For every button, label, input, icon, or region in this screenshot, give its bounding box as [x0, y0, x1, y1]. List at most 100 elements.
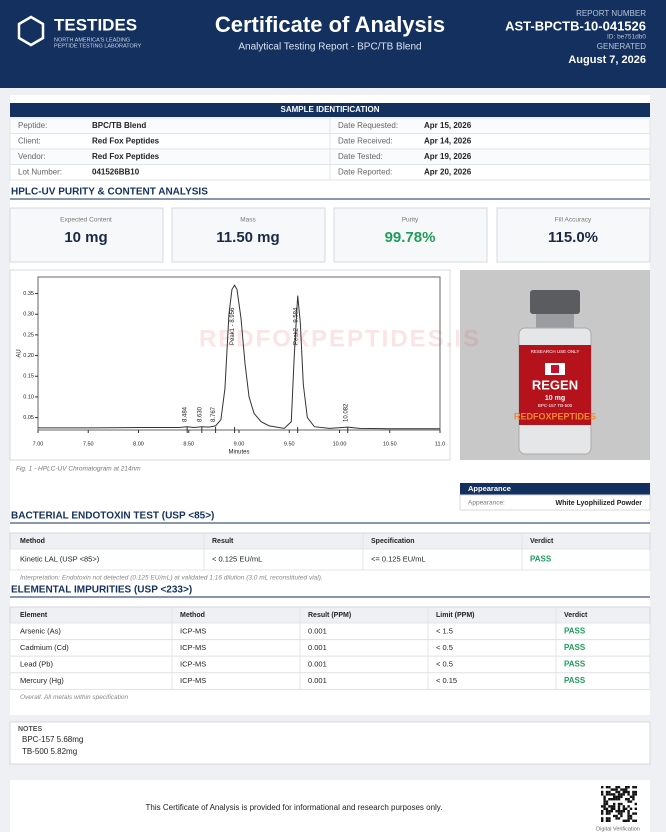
qr-cell	[622, 793, 625, 796]
field-label: Lot Number:	[18, 168, 62, 177]
cell: < 0.15	[436, 676, 457, 685]
qr-cell	[625, 788, 628, 791]
footer-box	[10, 780, 650, 832]
generated-date: August 7, 2026	[568, 54, 646, 66]
sample-band	[10, 103, 650, 117]
qr-cell	[608, 805, 611, 808]
metric-value: 10 mg	[64, 229, 107, 246]
qr-cell	[615, 786, 618, 789]
cell: Mercury (Hg)	[20, 676, 64, 685]
qr-cell	[625, 790, 628, 794]
qr-cell	[627, 805, 630, 808]
y-tick-label: 0.35	[23, 291, 34, 297]
x-tick-label: 11.0	[435, 441, 445, 447]
qr-cell	[613, 795, 616, 798]
qr-cell	[603, 798, 606, 801]
note-line: TB-500 5.82mg	[22, 747, 77, 756]
qr-cell	[625, 819, 628, 822]
qr-cell	[620, 793, 623, 796]
qr-cell	[608, 798, 611, 801]
qr-cell	[617, 790, 621, 794]
notes-box	[9, 721, 651, 765]
report-number: AST-BPCTB-10-041526	[505, 18, 646, 33]
qr-cell	[613, 805, 616, 808]
y-tick-label: 0.25	[23, 332, 34, 338]
qr-cell	[622, 819, 625, 822]
qr-cell	[625, 807, 628, 810]
verdict: PASS	[564, 643, 586, 652]
qr-cell	[620, 814, 623, 818]
qr-cell	[622, 790, 625, 794]
figure-caption: Fig. 1 - HPLC-UV Chromatogram at 214nm	[16, 466, 141, 473]
qr-cell	[601, 805, 604, 808]
qr-cell	[605, 817, 609, 820]
cell: < 0.125 EU/mL	[212, 554, 262, 563]
cell: Arsenic (As)	[20, 626, 61, 635]
qr-cell	[617, 802, 621, 806]
qr-cell	[632, 793, 635, 796]
qr-cell	[632, 798, 635, 801]
qr-cell	[615, 788, 618, 791]
table-note: Interpretation: Endotoxin not detected (…	[20, 575, 323, 582]
qr-cell	[627, 819, 630, 822]
cell: Cadmium (Cd)	[20, 643, 69, 652]
vial-text: REDFOXPEPTIDES	[514, 411, 596, 421]
qr-cell	[601, 790, 604, 794]
qr-cell	[634, 786, 637, 789]
qr-cell	[613, 798, 616, 801]
metric-label: Expected Content	[60, 217, 112, 224]
field-value: Apr 15, 2026	[424, 121, 472, 130]
qr-cell	[601, 786, 604, 789]
column-header: Element	[20, 612, 48, 619]
verdict: PASS	[564, 676, 586, 685]
cell: <= 0.125 EU/mL	[371, 554, 426, 563]
section-title: ELEMENTAL IMPURITIES (USP <233>)	[11, 585, 192, 596]
metric-label: Purity	[402, 217, 419, 224]
vial-text: 10 mg	[545, 395, 565, 402]
qr-cell	[605, 819, 609, 822]
qr-cell	[608, 793, 611, 796]
qr-cell	[617, 807, 621, 810]
section-title: BACTERIAL ENDOTOXIN TEST (USP <85>)	[11, 511, 214, 522]
appearance-row	[459, 494, 651, 511]
column-header: Specification	[371, 538, 415, 545]
metric-value: 115.0%	[548, 229, 598, 246]
qr-cell	[620, 812, 623, 815]
qr-cell	[634, 807, 637, 810]
metric-value: 99.78%	[385, 229, 436, 246]
field-label: Date Tested:	[338, 152, 383, 161]
cell: Lead (Pb)	[20, 659, 53, 668]
vial-text: RESEARCH USE ONLY	[531, 349, 580, 354]
cell: Kinetic LAL (USP <85>)	[20, 554, 100, 563]
qr-cell	[620, 802, 623, 806]
qr-cell	[625, 786, 628, 789]
qr-cell	[632, 790, 635, 794]
flag-leaf	[551, 365, 559, 373]
table-row	[9, 672, 651, 690]
qr-cell	[629, 807, 633, 810]
qr-cell	[608, 810, 611, 813]
qr-cell	[622, 807, 625, 810]
chart-frame	[9, 269, 451, 461]
qr-cell	[617, 795, 621, 798]
vial-neck	[536, 314, 574, 328]
table-header	[9, 532, 651, 550]
qr-cell	[608, 817, 611, 820]
qr-cell	[617, 812, 621, 815]
qr-cell	[610, 798, 613, 801]
qr-cell	[603, 802, 606, 806]
report-id: ID: be751db0	[607, 34, 646, 41]
qr-cell	[627, 817, 630, 820]
qr-cell	[622, 810, 625, 813]
field-value: Red Fox Peptides	[92, 137, 160, 146]
x-tick-label: 10.00	[333, 441, 347, 447]
qr-cell	[608, 790, 611, 794]
verdict: PASS	[564, 626, 586, 635]
x-tick-label: 9.50	[284, 441, 295, 447]
peak-label: 10.082	[343, 403, 349, 422]
qr-cell	[601, 819, 604, 822]
vial-text: BPC-157 TB-500	[538, 403, 573, 408]
trace	[38, 284, 440, 430]
qr-cell	[627, 814, 630, 818]
table-row	[9, 639, 651, 657]
